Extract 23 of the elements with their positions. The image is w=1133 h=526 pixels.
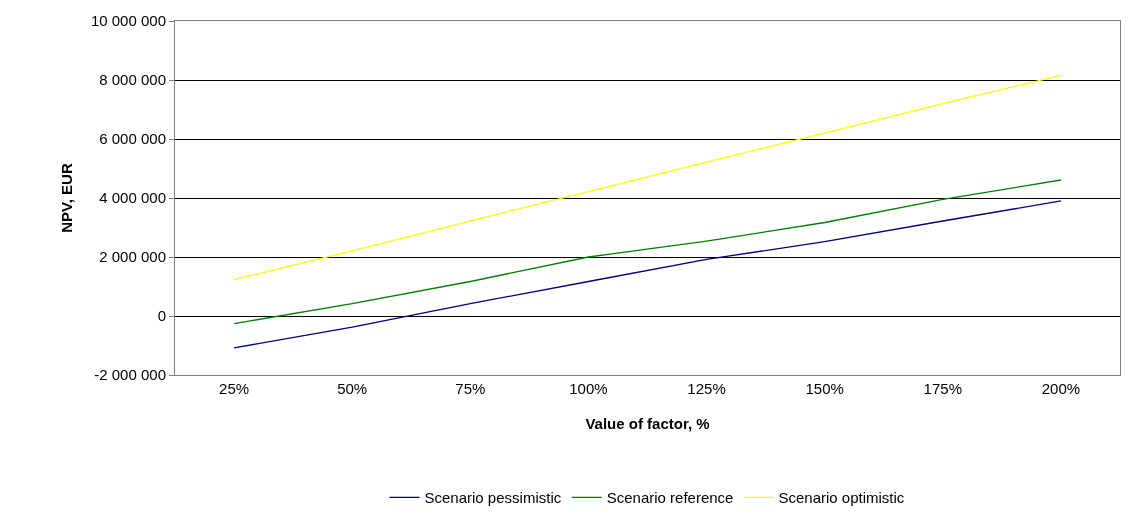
y-tick-label: 10 000 000	[90, 12, 166, 30]
x-tick-label: 75%	[455, 380, 486, 397]
line-series	[233, 74, 1062, 281]
x-tick-label: 200%	[1041, 380, 1081, 397]
x-axis-title: Value of factor, %	[585, 415, 710, 432]
y-tick-label: 6 000 000	[99, 130, 166, 148]
legend-label: Scenario reference	[606, 489, 734, 507]
y-tick-label: 0	[157, 307, 166, 325]
x-tick-label: 50%	[337, 380, 368, 397]
y-tick-label: 2 000 000	[99, 248, 166, 266]
line-series	[233, 200, 1062, 349]
y-tick-label: 4 000 000	[99, 189, 166, 207]
x-tick-label: 25%	[219, 380, 250, 397]
legend-label: Scenario pessimistic	[424, 489, 562, 507]
x-tick-label: 175%	[923, 380, 962, 397]
y-axis-title: NPV, EUR	[58, 163, 76, 233]
y-tick-label: -2 000 000	[94, 366, 166, 384]
line-series	[233, 179, 1062, 325]
x-tick-label: 100%	[569, 380, 608, 397]
legend-label: Scenario optimistic	[778, 489, 905, 507]
x-tick-label: 150%	[805, 380, 844, 397]
x-tick-label: 125%	[687, 380, 726, 397]
y-tick-label: 8 000 000	[99, 71, 166, 89]
